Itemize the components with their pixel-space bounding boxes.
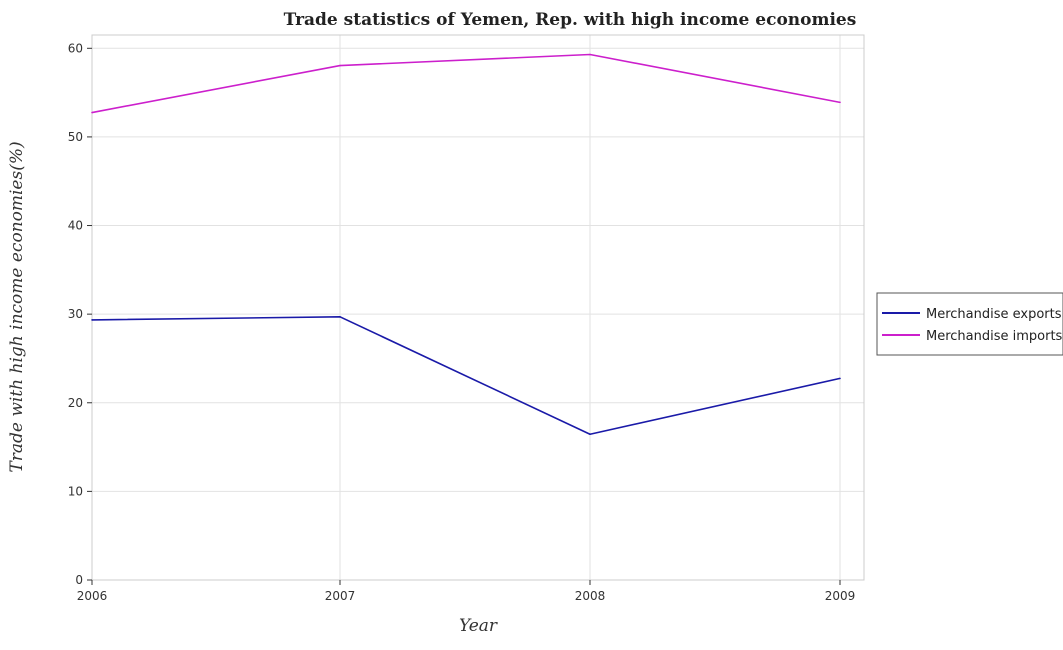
y-tick-label: 0 bbox=[75, 573, 83, 587]
x-tick-label: 2008 bbox=[575, 589, 606, 603]
legend-label: Merchandise exports bbox=[926, 307, 1062, 322]
y-tick-label: 50 bbox=[68, 130, 83, 144]
x-axis-ticks: 2006 2007 2008 2009 bbox=[77, 580, 856, 603]
y-axis-ticks: 0 10 20 30 40 50 60 bbox=[68, 41, 92, 587]
data-point bbox=[839, 377, 841, 380]
y-axis-title: Trade with high income economies(%) bbox=[7, 141, 27, 472]
legend: Merchandise exports Merchandise imports bbox=[876, 292, 1063, 356]
legend-label: Merchandise imports bbox=[926, 329, 1063, 344]
gridlines bbox=[91, 35, 864, 581]
y-tick-label: 40 bbox=[68, 219, 83, 233]
legend-frame bbox=[876, 292, 1063, 356]
data-point bbox=[91, 319, 93, 321]
y-tick-label: 20 bbox=[68, 396, 83, 410]
series-line-merchandise-imports bbox=[91, 53, 841, 114]
data-point bbox=[589, 433, 591, 436]
data-point bbox=[91, 111, 93, 114]
plot-frame bbox=[91, 34, 865, 581]
x-tick-label: 2009 bbox=[825, 589, 856, 603]
y-tick-label: 30 bbox=[68, 307, 83, 321]
data-point bbox=[589, 53, 591, 56]
data-point bbox=[339, 64, 341, 67]
series-lines bbox=[91, 53, 841, 436]
x-axis-title: Year bbox=[459, 616, 498, 636]
x-tick-label: 2007 bbox=[325, 589, 356, 603]
y-tick-label: 10 bbox=[68, 484, 83, 498]
chart-title: Trade statistics of Yemen, Rep. with hig… bbox=[284, 10, 857, 30]
data-point bbox=[839, 101, 841, 104]
data-point bbox=[339, 316, 341, 318]
series-line-merchandise-exports bbox=[91, 315, 841, 436]
x-tick-label: 2006 bbox=[77, 589, 108, 603]
y-tick-label: 60 bbox=[68, 41, 83, 55]
